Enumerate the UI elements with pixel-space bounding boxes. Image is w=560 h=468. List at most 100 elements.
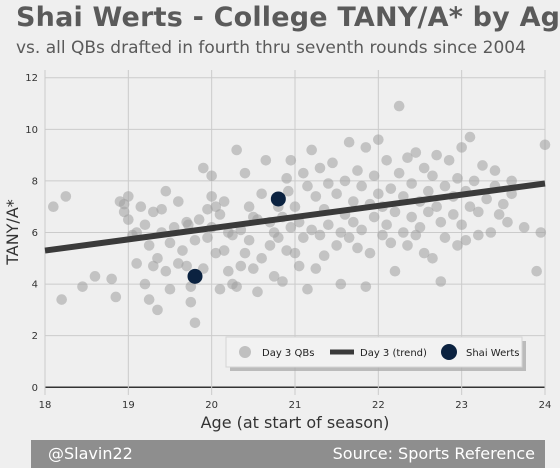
data-point xyxy=(314,162,326,174)
data-point xyxy=(414,222,426,233)
data-point xyxy=(283,185,294,197)
data-point xyxy=(306,224,317,236)
data-point xyxy=(185,281,197,292)
trend-line xyxy=(44,180,546,254)
legend-label-day3-qbs: Day 3 QBs xyxy=(262,348,314,359)
data-point xyxy=(431,201,442,213)
source-credit: Source: Sports Reference xyxy=(332,444,535,463)
data-point xyxy=(531,265,542,277)
data-point xyxy=(402,152,413,163)
data-point xyxy=(256,188,267,200)
data-point xyxy=(398,227,409,238)
data-point xyxy=(468,175,480,187)
data-point xyxy=(356,224,367,236)
data-point xyxy=(352,165,363,176)
data-point xyxy=(506,175,517,187)
data-point xyxy=(206,170,217,182)
data-point xyxy=(348,196,359,207)
data-point xyxy=(243,201,255,213)
data-point xyxy=(435,216,447,228)
data-point xyxy=(460,234,472,246)
x-tick-label: 18 xyxy=(39,400,52,411)
data-point xyxy=(448,209,459,220)
data-point xyxy=(298,167,309,179)
data-point xyxy=(356,180,367,192)
data-point xyxy=(481,193,492,205)
data-point xyxy=(464,131,476,143)
data-point xyxy=(118,198,130,210)
data-point xyxy=(498,198,509,210)
data-point xyxy=(389,265,401,277)
data-point xyxy=(148,206,159,218)
data-point xyxy=(227,229,238,241)
data-point xyxy=(260,154,272,166)
data-point xyxy=(327,157,338,169)
data-point xyxy=(431,149,442,161)
data-point xyxy=(439,180,451,192)
data-point xyxy=(364,247,376,259)
data-point xyxy=(60,191,72,202)
data-point xyxy=(173,258,184,269)
data-point xyxy=(335,227,347,238)
data-point xyxy=(289,201,301,213)
data-point xyxy=(368,211,380,223)
data-point xyxy=(402,240,413,251)
data-point xyxy=(331,188,342,200)
data-point xyxy=(418,162,430,174)
data-point xyxy=(210,201,222,213)
data-point xyxy=(473,229,484,241)
data-point xyxy=(214,283,226,295)
x-tick-label: 21 xyxy=(289,400,302,411)
data-point xyxy=(539,139,551,151)
y-tick-label: 6 xyxy=(32,228,38,239)
data-point xyxy=(181,260,192,272)
x-tick-label: 24 xyxy=(539,400,552,411)
data-point xyxy=(218,196,230,207)
data-point xyxy=(189,234,201,246)
data-point xyxy=(231,281,242,292)
data-point xyxy=(373,188,384,200)
y-tick-label: 12 xyxy=(25,73,38,84)
data-point xyxy=(310,263,322,274)
legend-swatch-shai-werts xyxy=(441,344,457,360)
data-point xyxy=(318,250,330,262)
x-tick-label: 22 xyxy=(372,400,385,411)
data-point xyxy=(218,245,230,256)
data-point xyxy=(118,206,130,218)
data-point xyxy=(239,247,251,259)
data-point xyxy=(206,191,217,202)
data-point xyxy=(48,201,59,213)
data-point xyxy=(281,173,292,184)
data-point xyxy=(423,206,434,218)
data-point xyxy=(306,144,317,156)
data-point xyxy=(518,222,530,233)
footer-bar: @Slavin22 Source: Sports Reference xyxy=(31,440,545,468)
data-point xyxy=(360,142,372,153)
data-point xyxy=(143,240,155,251)
data-point xyxy=(139,278,151,290)
data-points xyxy=(48,100,551,329)
highlight-points xyxy=(187,191,286,284)
data-point xyxy=(423,185,434,197)
data-point xyxy=(164,283,176,295)
highlight-point xyxy=(187,268,203,284)
data-point xyxy=(202,232,213,243)
data-point xyxy=(210,247,222,259)
data-point xyxy=(389,206,401,218)
data-point xyxy=(427,170,438,182)
data-point xyxy=(456,142,467,153)
data-point xyxy=(406,178,417,189)
trend-group xyxy=(44,180,546,254)
y-axis-label: TANY/A* xyxy=(3,199,22,266)
data-point xyxy=(348,216,359,228)
data-point xyxy=(231,144,242,156)
data-point xyxy=(393,100,405,112)
data-point xyxy=(160,185,172,197)
data-point xyxy=(485,227,497,238)
data-point xyxy=(314,229,326,241)
legend-swatch-day3-qbs xyxy=(239,346,251,358)
data-point xyxy=(452,173,463,184)
data-point xyxy=(435,276,447,287)
data-point xyxy=(464,201,476,213)
